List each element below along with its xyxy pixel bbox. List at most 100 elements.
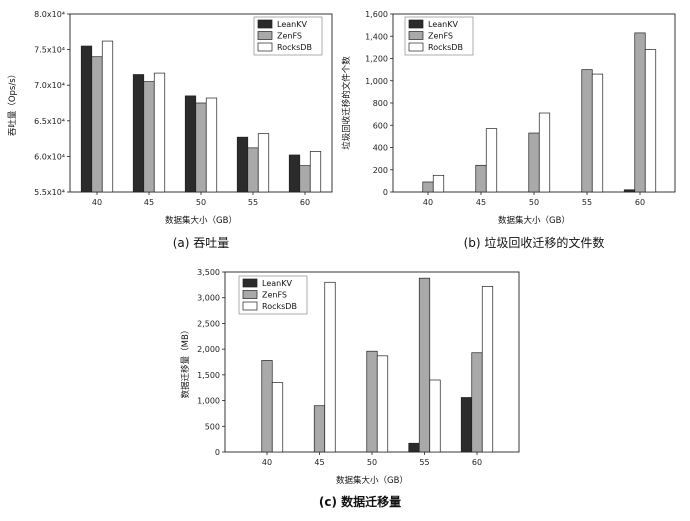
chart-b-bar-zenfs-50 — [528, 132, 540, 193]
chart-c-y-tick-label: 2,500 — [197, 319, 220, 328]
chart-c-y-tick-label: 2,000 — [197, 345, 220, 354]
chart-a: 5.5x10⁴ 6.0x10⁴ 6.5x10⁴ 7.0x10⁴ 7.5x10⁴ 8.0x1… — [7, 10, 333, 250]
chart-c-x-tick-label: 50 — [367, 458, 377, 467]
chart-c-x-tick-label: 40 — [262, 458, 272, 467]
chart-b-bar-rocksdb-40 — [432, 174, 445, 193]
chart-b-bar-rocksdb-45 — [485, 128, 498, 193]
chart-a-bar-rocksdb-40 — [101, 40, 114, 193]
chart-c-y-tick-label: 500 — [205, 422, 220, 431]
chart-b-x-tick-label: 55 — [582, 198, 592, 207]
chart-c-bar-zenfs-60 — [471, 352, 483, 453]
chart-b-legend-swatch-leankv — [408, 19, 424, 29]
chart-a-x-axis-label: 数据集大小（GB） — [165, 215, 237, 226]
chart-b-y-tick-label: 1,600 — [365, 10, 388, 19]
chart-c-y-tick-label: 1,500 — [197, 371, 220, 380]
chart-a-legend-swatch-zenfs — [257, 31, 273, 40]
chart-c-x-axis-label: 数据集大小（GB） — [336, 475, 408, 486]
chart-b-bar-zenfs-45 — [475, 164, 487, 193]
chart-b-y-tick-label: 0 — [383, 188, 388, 197]
chart-a-y-axis-label: 吞吐量（Ops/s） — [7, 70, 18, 136]
chart-a-bar-rocksdb-60 — [309, 151, 322, 193]
chart-c-y-tick-label: 3,500 — [197, 268, 220, 277]
chart-b-x-tick-label: 60 — [635, 198, 645, 207]
chart-a-bar-zenfs-55 — [247, 147, 259, 193]
chart-a-y-tick-label: 8.0x10⁴ — [34, 10, 65, 19]
chart-c-legend-swatch-leankv — [242, 278, 258, 288]
chart-b-bar-rocksdb-60 — [644, 49, 657, 193]
chart-b-y-tick-label: 400 — [373, 144, 388, 153]
chart-a-legend-label-zenfs: ZenFS — [277, 32, 302, 41]
chart-a-y-tick-label: 5.5x10⁴ — [34, 188, 65, 197]
chart-c-bar-rocksdb-60 — [481, 286, 494, 453]
chart-a-legend-swatch-leankv — [257, 19, 273, 29]
chart-b-x-ticks: 40 45 50 55 60 — [423, 192, 645, 207]
chart-b-x-tick-label: 45 — [476, 198, 486, 207]
chart-b-bar-zenfs-55 — [581, 69, 593, 193]
chart-c-legend: LeanKV ZenFS RocksDB — [238, 275, 308, 315]
chart-b-y-tick-label: 800 — [373, 99, 388, 108]
chart-a-legend: LeanKV ZenFS RocksDB — [253, 16, 323, 56]
chart-b-y-tick-label: 600 — [373, 121, 388, 130]
chart-a-bars — [80, 40, 322, 193]
chart-b: 0 200 400 600 800 1,000 1,200 1,400 1,600 40 45 50… — [341, 10, 676, 250]
chart-a-y-tick-label: 6.5x10⁴ — [34, 117, 65, 126]
chart-c-bar-leankv-55 — [408, 442, 420, 453]
chart-c-x-tick-label: 60 — [472, 458, 482, 467]
chart-c-legend-label-leankv: LeanKV — [262, 279, 292, 288]
chart-b-bar-zenfs-60 — [634, 32, 646, 193]
chart-c-y-tick-label: 1,000 — [197, 397, 220, 406]
chart-b-caption: (b) 垃圾回收迁移的文件数 — [464, 235, 605, 250]
chart-b-y-axis-label: 垃圾回收迁移的文件个数 — [341, 56, 352, 150]
chart-a-bar-leankv-45 — [132, 74, 145, 193]
chart-c-x-tick-label: 45 — [314, 458, 324, 467]
chart-c-legend-swatch-zenfs — [242, 290, 258, 299]
chart-a-bar-zenfs-40 — [91, 56, 103, 193]
chart-b-x-axis-label: 数据集大小（GB） — [498, 215, 570, 226]
chart-a-x-tick-label: 50 — [196, 198, 206, 207]
chart-a-x-tick-label: 55 — [248, 198, 258, 207]
chart-b-legend: LeanKV ZenFS RocksDB — [404, 16, 474, 56]
chart-a-bar-zenfs-50 — [195, 102, 207, 193]
chart-c-x-ticks: 40 45 50 55 60 — [262, 452, 482, 467]
chart-b-x-tick-label: 40 — [423, 198, 433, 207]
chart-b-y-tick-label: 1,000 — [365, 77, 388, 86]
chart-a-legend-label-rocksdb: RocksDB — [277, 43, 312, 52]
chart-b-legend-label-leankv: LeanKV — [428, 20, 458, 29]
chart-c: 0 500 1,000 1,500 2,000 2,500 3,000 3,500 40 45 5… — [180, 268, 520, 509]
chart-c-y-tick-label: 0 — [215, 448, 220, 457]
chart-b-bar-leankv-60 — [623, 189, 636, 193]
chart-c-caption: (c) 数据迁移量 — [319, 494, 401, 509]
chart-a-bar-leankv-50 — [184, 95, 197, 193]
chart-a-legend-swatch-rocksdb — [257, 42, 273, 52]
chart-a-y-tick-label: 7.0x10⁴ — [34, 81, 65, 90]
chart-a-x-ticks: 40 45 50 55 60 — [92, 192, 310, 207]
chart-c-legend-label-zenfs: ZenFS — [262, 291, 287, 300]
chart-c-bar-rocksdb-40 — [271, 382, 284, 453]
chart-a-caption: (a) 吞吐量 — [173, 236, 230, 250]
chart-c-y-axis-label: 数据迁移量（MB） — [180, 326, 191, 399]
chart-a-bar-rocksdb-50 — [205, 97, 218, 193]
chart-a-x-tick-label: 60 — [300, 198, 310, 207]
chart-a-bar-zenfs-60 — [299, 165, 311, 193]
chart-b-bar-zenfs-40 — [422, 181, 434, 193]
chart-b-y-tick-label: 1,200 — [365, 55, 388, 64]
chart-b-legend-swatch-rocksdb — [408, 42, 424, 52]
chart-a-bar-leankv-60 — [288, 154, 301, 193]
chart-b-bar-rocksdb-50 — [538, 112, 551, 193]
chart-a-bar-rocksdb-55 — [257, 133, 270, 193]
chart-c-bar-rocksdb-45 — [324, 281, 336, 453]
chart-c-bar-rocksdb-55 — [429, 379, 441, 453]
chart-c-bar-zenfs-45 — [313, 405, 326, 453]
chart-b-y-tick-label: 1,400 — [365, 32, 388, 41]
chart-a-legend-label-leankv: LeanKV — [277, 20, 307, 29]
chart-c-bar-zenfs-40 — [261, 360, 273, 453]
chart-b-y-ticks: 0 200 400 600 800 1,000 1,200 1,400 1,600 — [365, 10, 393, 197]
chart-c-legend-swatch-rocksdb — [242, 301, 258, 311]
chart-a-x-tick-label: 40 — [92, 198, 102, 207]
chart-b-bar-rocksdb-55 — [591, 73, 604, 193]
chart-a-bar-leankv-40 — [80, 45, 93, 193]
chart-b-y-tick-label: 200 — [373, 166, 388, 175]
chart-b-bars — [422, 32, 657, 193]
chart-a-bar-rocksdb-45 — [153, 72, 166, 193]
